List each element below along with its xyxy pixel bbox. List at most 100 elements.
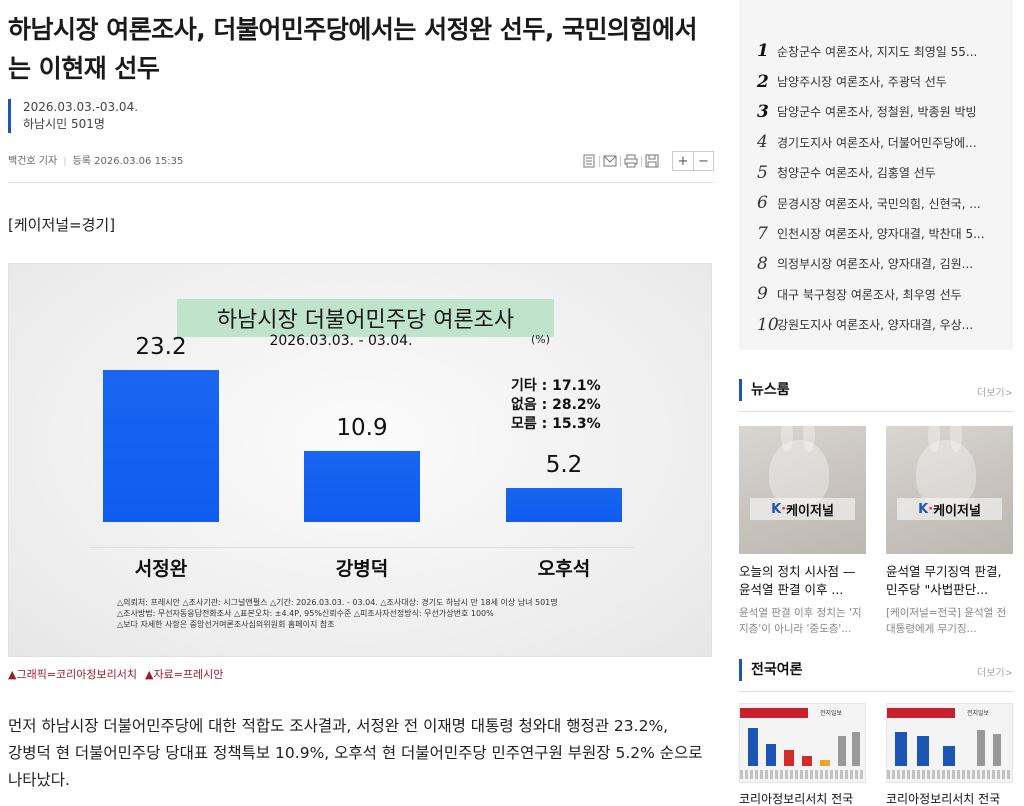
ranking-number: 3 <box>757 101 769 122</box>
logo-name: 케이저널 <box>933 503 981 519</box>
ranking-title[interactable]: 인천시장 여론조사, 양자대결, 박찬대 5... <box>777 227 985 242</box>
caption-graphic: ▲그래픽=코리아정보리서치 <box>8 668 137 681</box>
meta-divider <box>8 182 714 183</box>
article-meta: 백건호 기자 | 등록 2026.03.06 15:35 <box>8 152 183 167</box>
summary-sample: 하남시민 501명 <box>23 117 105 131</box>
ranking-title[interactable]: 문경시장 여론조사, 국민의힘, 신현국, ... <box>777 196 981 211</box>
thumb-bar <box>838 736 846 766</box>
chart-bar <box>304 451 420 522</box>
font-size-control: + − <box>672 151 714 171</box>
national-poll-caption[interactable]: 코리아정보리서치 전국 <box>739 792 854 806</box>
reporter-name[interactable]: 백건호 기자 <box>8 156 58 167</box>
ranking-title[interactable]: 청양군수 여론조사, 김홍열 선두 <box>777 166 936 181</box>
kjournal-logo: K · 케이저널 <box>750 498 855 520</box>
ranking-item[interactable]: 4 경기도지사 여론조사, 더불어민주당에... <box>757 127 1007 157</box>
thumb-bar <box>993 734 1001 766</box>
save-icon[interactable] <box>642 152 662 170</box>
chart-bar <box>506 488 622 522</box>
zoom-out-button[interactable]: − <box>693 152 713 170</box>
chart-title: 하남시장 더불어민주당 여론조사 <box>177 299 554 337</box>
ranking-number: 9 <box>757 284 768 305</box>
newsroom-title: 뉴스룸 <box>751 382 790 398</box>
chart-category-label: 강병덕 <box>335 558 389 580</box>
thumb-header: 전지일보 <box>887 708 1012 718</box>
popular-ranking: 1 순창군수 여론조사, 지지도 최영일 55... 2 남양주시장 여론조사, 주광… <box>739 0 1013 350</box>
tool-separator <box>620 155 621 167</box>
national-poll-thumbnail[interactable]: 전지일보 <box>739 703 866 783</box>
ranking-item[interactable]: 3 담양군수 여론조사, 정철원, 박종원 박빙 <box>757 97 1007 127</box>
ranking-item[interactable]: 6 문경시장 여론조사, 국민의힘, 신현국, ... <box>757 188 1007 218</box>
extra-etc: 기타 : 17.1% <box>511 378 601 394</box>
article-source: [케이저널=경기] <box>8 216 116 234</box>
thumb-footer <box>740 770 865 779</box>
article-summary: 2026.03.03.-03.04. 하남시민 501명 <box>8 99 138 133</box>
newsroom-more-link[interactable]: 더보기> <box>977 388 1013 399</box>
extra-unknown: 모름 : 15.3% <box>511 416 601 432</box>
ranking-title[interactable]: 강원도지사 여론조사, 양자대결, 우상... <box>777 318 974 333</box>
newsroom-card[interactable]: K · 케이저널 오늘의 정치 시사점 — 윤석열 판결 이후 ... 윤석열 판결… <box>739 426 866 637</box>
ranking-item[interactable]: 8 의정부시장 여론조사, 양자대결, 김원... <box>757 249 1007 279</box>
ranking-number: 6 <box>757 193 768 214</box>
ranking-item[interactable]: 2 남양주시장 여론조사, 주광덕 선두 <box>757 66 1007 96</box>
national-poll-header: 전국여론 더보기> <box>739 656 1013 692</box>
national-poll-more-link[interactable]: 더보기> <box>977 668 1013 679</box>
ranking-number: 10 <box>757 314 779 335</box>
thumb-bar <box>895 732 907 766</box>
tool-separator <box>641 155 642 167</box>
logo-k: K <box>771 501 782 517</box>
newsroom-card[interactable]: K · 케이저널 윤석열 무기징역 판결, 민주당 "사법판단... [케이저널=전… <box>886 426 1013 637</box>
article-toolbar: + − <box>579 151 714 171</box>
logo-dot: · <box>928 501 934 517</box>
ranking-list: 1 순창군수 여론조사, 지지도 최영일 55... 2 남양주시장 여론조사, 주광… <box>757 36 1007 340</box>
newsroom-card-desc[interactable]: [케이저널=전국] 윤석열 전 대통령에게 무기징... <box>886 607 1007 635</box>
ranking-number: 4 <box>757 132 768 153</box>
tool-separator <box>599 155 600 167</box>
ranking-number: 5 <box>757 162 768 183</box>
thumb-red-band <box>887 708 955 718</box>
chart-note: △의뢰처: 프레시안 △조사기관: 시그널앤펄스 △기간: 2026.03.03… <box>117 598 558 607</box>
national-poll-caption[interactable]: 코리아정보리서치 전국 <box>886 792 1001 806</box>
chart-category-label: 서정완 <box>134 558 188 580</box>
ranking-title[interactable]: 담양군수 여론조사, 정철원, 박종원 박빙 <box>777 105 977 120</box>
thumb-bar <box>802 756 812 766</box>
ranking-title[interactable]: 경기도지사 여론조사, 더불어민주당에... <box>777 135 977 150</box>
ranking-title[interactable]: 대구 북구청장 여론조사, 최우영 선두 <box>777 287 962 302</box>
newsroom-thumbnail[interactable]: K · 케이저널 <box>739 426 866 554</box>
chart-unit: (%) <box>531 333 551 346</box>
thumb-bar <box>943 746 955 766</box>
ranking-title[interactable]: 남양주시장 여론조사, 주광덕 선두 <box>777 75 947 90</box>
ranking-item[interactable]: 9 대구 북구청장 여론조사, 최우영 선두 <box>757 279 1007 309</box>
logo-dot: · <box>781 501 787 517</box>
ranking-title[interactable]: 순창군수 여론조사, 지지도 최영일 55... <box>777 44 978 59</box>
chart-baseline <box>89 547 634 548</box>
chart-bar-value: 10.9 <box>336 415 388 441</box>
newsroom-card-title[interactable]: 윤석열 무기징역 판결, 민주당 "사법판단... <box>886 564 1002 597</box>
thumb-bar <box>766 744 776 766</box>
thumb-bar <box>917 736 929 766</box>
rabbit-illustration <box>916 426 976 506</box>
ranking-item[interactable]: 7 인천시장 여론조사, 양자대결, 박찬대 5... <box>757 218 1007 248</box>
thumb-red-band <box>740 708 808 718</box>
ranking-number: 8 <box>757 253 768 274</box>
chart-category-label: 오후석 <box>537 558 591 580</box>
mail-icon[interactable] <box>600 152 620 170</box>
newsroom-card-desc[interactable]: 윤석열 판결 이후 정치는 '지지층'이 아니라 '중도층'... <box>739 607 862 635</box>
thumb-label: 전지일보 <box>967 710 990 717</box>
ranking-title[interactable]: 의정부시장 여론조사, 양자대결, 김원... <box>777 257 974 272</box>
newsroom-thumbnail[interactable]: K · 케이저널 <box>886 426 1013 554</box>
meta-separator: | <box>63 156 67 167</box>
ranking-item[interactable]: 5 청양군수 여론조사, 김홍열 선두 <box>757 158 1007 188</box>
print-icon[interactable] <box>621 152 641 170</box>
national-poll-thumbnail[interactable]: 전지일보 <box>886 703 1013 783</box>
chart-bar-value: 23.2 <box>135 334 187 360</box>
registered-date: 등록 2026.03.06 15:35 <box>72 156 184 167</box>
ranking-item[interactable]: 1 순창군수 여론조사, 지지도 최영일 55... <box>757 36 1007 66</box>
rabbit-illustration <box>769 426 829 506</box>
ranking-item[interactable]: 10 강원도지사 여론조사, 양자대결, 우상... <box>757 310 1007 340</box>
newsroom-card-title[interactable]: 오늘의 정치 시사점 — 윤석열 판결 이후 ... <box>739 564 856 597</box>
zoom-in-button[interactable]: + <box>677 153 689 169</box>
ranking-number: 7 <box>757 223 768 244</box>
ranking-number: 2 <box>757 71 769 92</box>
print-list-icon[interactable] <box>579 152 599 170</box>
newsroom-header: 뉴스룸 더보기> <box>739 376 1013 412</box>
